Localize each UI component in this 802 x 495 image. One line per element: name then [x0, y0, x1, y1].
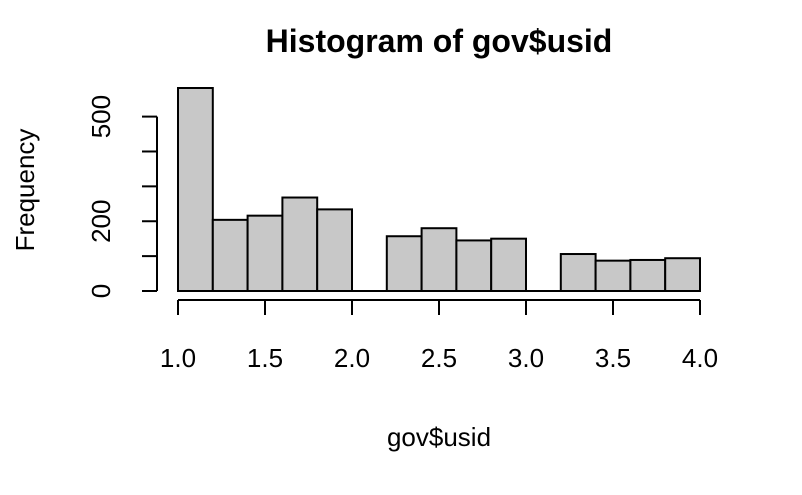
histogram-bar	[281, 196, 319, 292]
histogram-bar	[455, 239, 493, 292]
histogram-bar	[629, 258, 667, 292]
y-tick-label: 500	[86, 95, 116, 138]
chart-title: Histogram of gov$usid	[266, 23, 613, 59]
x-tick-label: 2.5	[421, 343, 457, 373]
x-axis: 1.0 1.5 2.0 2.5 3.0 3.5 4.0	[160, 299, 718, 373]
x-tick-label: 4.0	[682, 343, 718, 373]
histogram-bar	[664, 257, 702, 292]
bars-group	[177, 87, 702, 293]
x-tick-label: 3.5	[595, 343, 631, 373]
histogram-bar	[177, 87, 214, 292]
x-tick-label: 3.0	[508, 343, 544, 373]
y-axis: 0 200 500	[86, 95, 158, 298]
x-tick-label: 1.5	[247, 343, 283, 373]
histogram-bar	[559, 253, 597, 293]
histogram-bar	[316, 208, 354, 292]
histogram-bar	[490, 237, 528, 293]
y-tick-label: 0	[86, 284, 116, 298]
histogram-bar	[246, 214, 284, 292]
x-axis-label: gov$usid	[387, 422, 491, 452]
histogram-bar	[211, 218, 249, 293]
histogram-bar	[385, 235, 423, 292]
y-axis-label: Frequency	[10, 129, 40, 252]
histogram-bar	[420, 227, 458, 292]
x-tick-label: 1.0	[160, 343, 196, 373]
histogram-bar	[594, 259, 632, 292]
x-tick-label: 2.0	[334, 343, 370, 373]
y-tick-label: 200	[86, 200, 116, 243]
